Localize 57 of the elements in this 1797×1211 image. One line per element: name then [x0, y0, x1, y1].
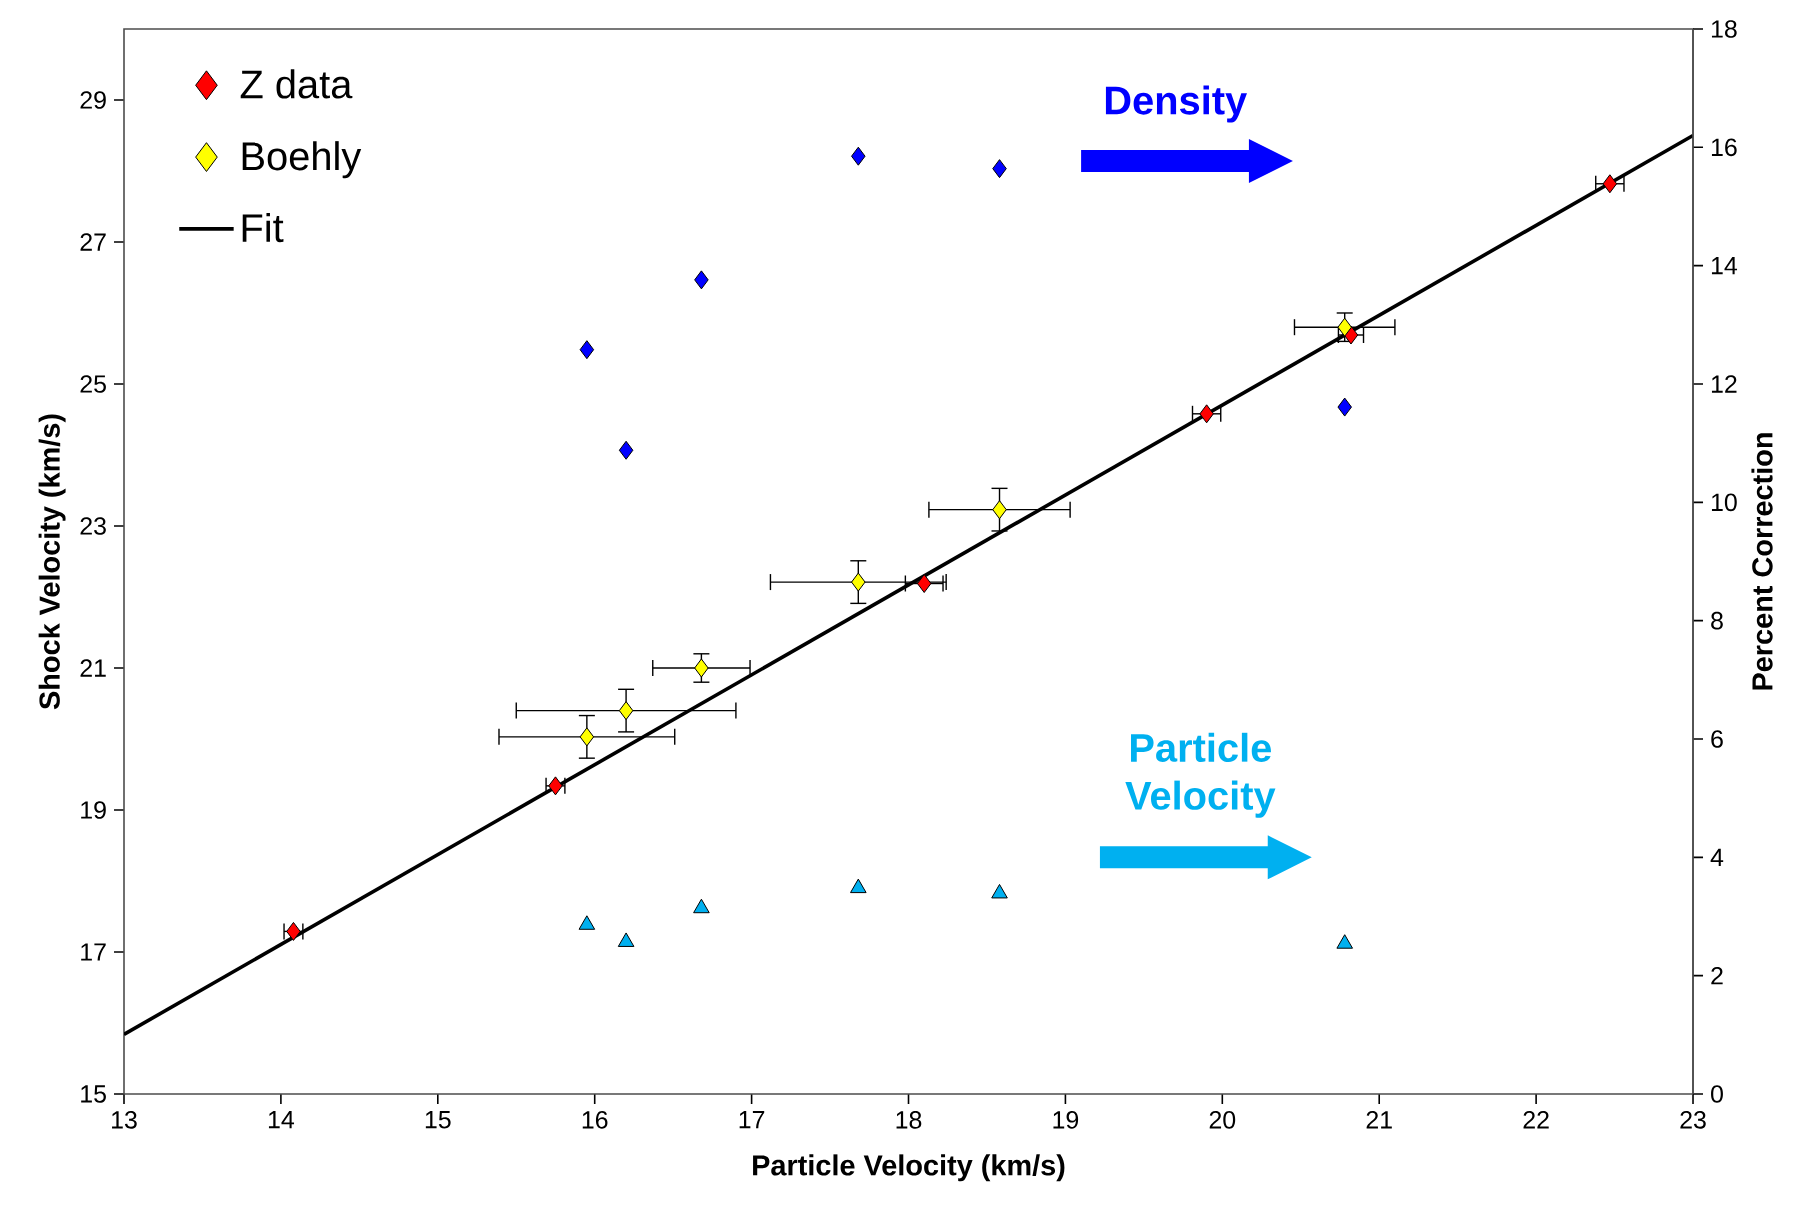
x-tick-label: 17: [739, 1111, 765, 1129]
point: [851, 572, 866, 592]
y2-tick-label: 16: [1711, 138, 1737, 157]
y2-tick-label: 6: [1711, 730, 1723, 748]
x-tick-label: 19: [1053, 1111, 1079, 1129]
x-tick-label: 22: [1523, 1111, 1549, 1129]
point: [1336, 934, 1353, 949]
point: [1199, 404, 1214, 424]
text: Density: [1105, 85, 1247, 123]
point: [1337, 397, 1352, 417]
x-tick-label: 14: [268, 1111, 295, 1129]
point: [991, 883, 1008, 899]
point: [579, 727, 595, 747]
y2-tick-label: 10: [1711, 493, 1737, 512]
legend-label: Fit: [242, 212, 284, 243]
y2-tick-label: 12: [1711, 375, 1737, 393]
point: [693, 898, 710, 914]
point: [851, 146, 866, 166]
point: [1602, 174, 1618, 194]
point: [916, 574, 932, 594]
x-tick-label: 20: [1209, 1111, 1236, 1129]
x-tick-label: 23: [1680, 1111, 1706, 1129]
x-tick-label: 21: [1366, 1111, 1392, 1129]
x-tick-label: 15: [425, 1111, 451, 1129]
legend-label: Z data: [240, 69, 353, 99]
y-tick-label: 15: [81, 1085, 106, 1103]
y-axis-title: Shock Velocity (km/s): [38, 414, 66, 710]
y2-tick-label: 18: [1711, 20, 1737, 38]
y-tick-label: 17: [81, 943, 106, 961]
point: [992, 500, 1007, 520]
legend-label: Boehly: [242, 141, 362, 179]
y2-tick-label: 4: [1710, 848, 1724, 866]
point: [992, 159, 1007, 179]
y2-axis-title: Percent Correction: [1751, 433, 1773, 690]
point: [618, 440, 634, 460]
y-tick-label: 29: [80, 91, 106, 109]
point: [694, 270, 709, 290]
x-tick-label: 13: [112, 1111, 137, 1129]
point: [618, 701, 634, 721]
x-tick-label: 18: [896, 1111, 922, 1129]
y-tick-label: 23: [80, 517, 106, 535]
y-tick-label: 25: [80, 375, 106, 393]
y-tick-label: 27: [80, 233, 106, 251]
x-tick-label: 16: [582, 1111, 608, 1129]
point: [578, 915, 596, 930]
point: [850, 878, 867, 894]
y2-tick-label: 14: [1711, 257, 1738, 275]
x-axis-title: Particle Velocity (km/s): [753, 1154, 1065, 1182]
y-tick-label: 19: [81, 801, 106, 819]
y2-tick-label: 0: [1711, 1085, 1723, 1103]
y-tick-label: 21: [80, 659, 106, 677]
point: [579, 340, 595, 360]
point: [617, 932, 635, 947]
text: Particle Velocity: [1125, 732, 1276, 818]
y2-tick-label: 2: [1711, 966, 1723, 985]
y2-tick-label: 8: [1711, 611, 1723, 630]
point: [694, 658, 709, 678]
